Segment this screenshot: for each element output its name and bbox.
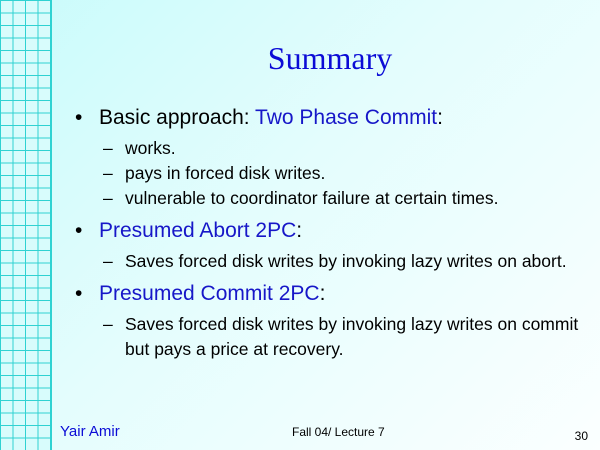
bullet-label: Basic approach: [99, 106, 256, 129]
bullet-suffix: : [319, 282, 326, 305]
sub-item: vulnerable to coordinator failure at cer… [75, 186, 585, 211]
slide-content: Basic approach: Two Phase Commit: works.… [75, 104, 585, 368]
bullet-presumed-commit: Presumed Commit 2PC: [75, 280, 585, 308]
bullet-highlight: Presumed Abort 2PC [99, 219, 297, 242]
sub-item: Saves forced disk writes by invoking laz… [75, 249, 585, 274]
sub-item: Saves forced disk writes by invoking laz… [75, 312, 585, 362]
slide-title: Summary [267, 40, 393, 76]
sub-list: Saves forced disk writes by invoking laz… [75, 312, 585, 362]
footer-course: Fall 04/ Lecture 7 [292, 425, 385, 439]
bullet-suffix: : [296, 219, 303, 242]
bullet-highlight: Two Phase Commit [255, 106, 438, 129]
page-number: 30 [574, 429, 588, 443]
footer-author: Yair Amir [60, 423, 120, 440]
sub-item: works. [75, 136, 585, 161]
bullet-basic-approach: Basic approach: Two Phase Commit: [75, 104, 585, 132]
sub-list: Saves forced disk writes by invoking laz… [75, 249, 585, 274]
bullet-suffix: : [437, 106, 443, 129]
sub-item: pays in forced disk writes. [75, 161, 585, 186]
bullet-highlight: Presumed Commit 2PC [99, 282, 320, 305]
grid-decoration [0, 0, 52, 450]
sub-list: works. pays in forced disk writes. vulne… [75, 136, 585, 211]
bullet-presumed-abort: Presumed Abort 2PC: [75, 217, 585, 245]
